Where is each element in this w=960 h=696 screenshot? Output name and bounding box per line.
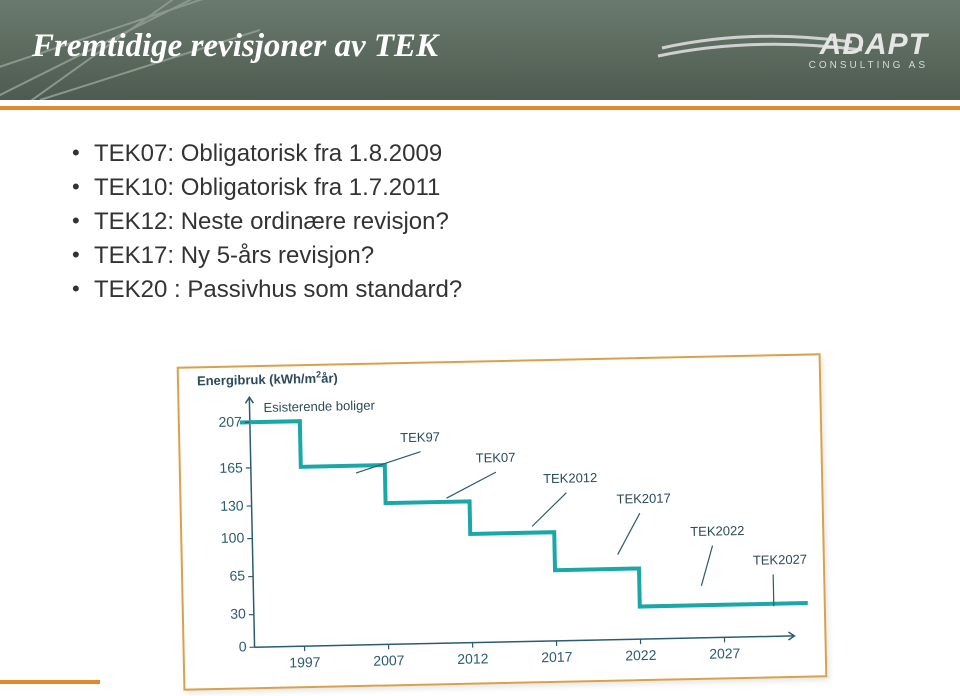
logo-brand: ADAPT [819, 28, 930, 61]
chart-plot-area: 03065100130165207 1997200720122017202220… [249, 386, 794, 647]
chart: Energibruk (kWh/m2år) 03065100130165207 … [179, 355, 826, 688]
ylabel-text: Energibruk (kWh/m2år) [197, 371, 338, 389]
pointer-line [701, 546, 714, 586]
pointer-line [773, 574, 774, 606]
slide: { "title": "Fremtidige revisjoner av TEK… [0, 0, 960, 696]
y-tick: 207 [202, 413, 242, 430]
series-label: TEK2017 [616, 490, 671, 506]
slide-title: Fremtidige revisjoner av TEK [32, 28, 438, 65]
pointer-line [446, 472, 497, 498]
y-tick: 65 [205, 568, 245, 585]
chart-svg: TEK97TEK07TEK2012TEK2017TEK2022TEK2027 [249, 386, 794, 657]
y-tick: 130 [203, 497, 243, 514]
y-tick: 100 [204, 530, 244, 547]
slide-body: TEK07: Obligatorisk fra 1.8.2009 TEK10: … [0, 114, 960, 304]
chart-frame: Energibruk (kWh/m2år) 03065100130165207 … [177, 353, 828, 690]
bullet-item: TEK10: Obligatorisk fra 1.7.2011 [72, 174, 910, 202]
y-tick: 0 [206, 638, 246, 655]
logo-sub: CONSULTING AS [809, 60, 928, 71]
logo-block: ADAPT CONSULTING AS [652, 22, 932, 78]
orange-divider [0, 100, 960, 114]
bullet-item: TEK17: Ny 5-års revisjon? [72, 242, 910, 270]
pointer-line [356, 452, 421, 473]
bullet-list: TEK07: Obligatorisk fra 1.8.2009 TEK10: … [72, 140, 910, 304]
slide-header: Fremtidige revisjoner av TEK ADAPT CONSU… [0, 0, 960, 100]
series-label: TEK2022 [690, 523, 745, 539]
chart-y-axis-label: Energibruk (kWh/m2år) [197, 369, 338, 388]
bullet-item: TEK12: Neste ordinære revisjon? [72, 208, 910, 236]
adapt-logo: ADAPT CONSULTING AS [652, 22, 932, 78]
pointer-line [531, 493, 567, 527]
bullet-item: TEK07: Obligatorisk fra 1.8.2009 [72, 140, 910, 168]
pointer-line [617, 513, 641, 554]
bullet-item: TEK20 : Passivhus som standard? [72, 276, 910, 304]
y-tick: 165 [203, 459, 243, 476]
series-label: TEK97 [400, 429, 440, 445]
series-label: TEK2027 [753, 552, 808, 568]
series-label: TEK07 [475, 450, 515, 466]
footer-accent-line [0, 680, 100, 684]
series-label: TEK2012 [543, 470, 598, 486]
y-tick: 30 [206, 606, 246, 623]
